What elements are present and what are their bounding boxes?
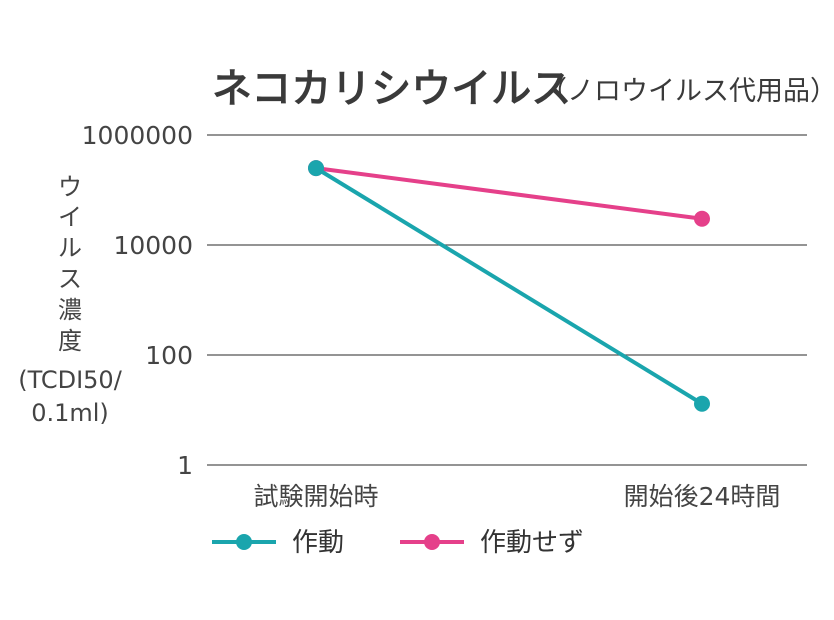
data-point: [694, 395, 710, 412]
y-tick-label: 10000: [113, 231, 193, 260]
y-axis-label-line: 0.1ml): [31, 399, 109, 427]
series-line: [315, 166, 703, 221]
legend-label: 作動せず: [480, 528, 584, 558]
series-line: [314, 166, 704, 406]
gridlines: [207, 134, 807, 466]
y-axis-label-line: (TCDI50/: [18, 366, 122, 394]
y-axis-label-line: ル: [58, 234, 82, 262]
y-tick-label: 100: [145, 341, 193, 370]
y-tick-label: 1000000: [82, 121, 193, 150]
x-tick-label: 試験開始時: [253, 482, 378, 511]
data-point: [308, 160, 324, 177]
y-axis-label-line: 濃: [58, 296, 82, 324]
legend-label: 作動: [292, 528, 344, 558]
legend: 作動 作動せず: [212, 528, 584, 558]
y-tick-label: 1: [177, 451, 193, 480]
chart-title-subtitle: （ノロウイルス代用品）: [540, 76, 834, 107]
series-group: [308, 160, 710, 412]
legend-marker: [236, 534, 252, 550]
legend-marker: [424, 534, 440, 550]
chart-title-main: ネコカリシウイルス: [212, 66, 571, 112]
y-axis-ticks: 1000000 10000 100 1: [82, 121, 193, 480]
y-axis-label-line: ウ: [58, 173, 82, 201]
y-axis-label-line: イ: [58, 203, 82, 231]
data-point: [694, 210, 710, 227]
chart-title: ネコカリシウイルス （ノロウイルス代用品）: [212, 66, 834, 112]
y-axis-label-line: 度: [58, 327, 82, 355]
x-axis-ticks: 試験開始時 開始後24時間: [253, 482, 780, 511]
y-axis-label-line: ス: [58, 265, 82, 293]
x-tick-label: 開始後24時間: [624, 482, 781, 511]
